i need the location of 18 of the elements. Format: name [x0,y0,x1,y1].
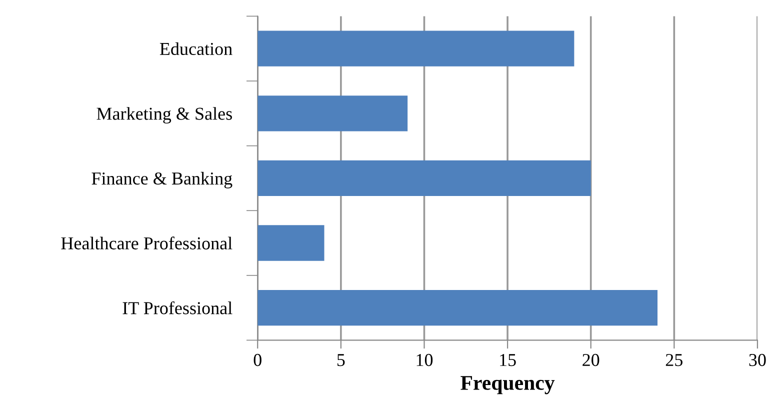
y-tick-label: Healthcare Professional [61,236,232,250]
x-tick-label: 10 [416,354,433,366]
x-tick-label: 5 [337,354,345,366]
x-axis-title: Frequency [460,376,555,394]
x-tick-label: 25 [666,354,682,366]
bar [258,96,408,132]
x-tick-label: 15 [500,354,516,366]
bar [258,225,324,261]
y-tick-label: Marketing & Sales [96,107,232,124]
x-tick-label: 0 [254,354,262,366]
y-tick-label: Education [160,42,232,56]
y-tick-label: IT Professional [122,301,232,314]
y-tick-label: Finance & Banking [92,172,232,188]
x-tick-label: 20 [582,354,600,366]
x-tick-label: 30 [749,354,766,366]
bar [258,30,574,66]
bar [258,160,591,196]
bar [258,290,658,326]
